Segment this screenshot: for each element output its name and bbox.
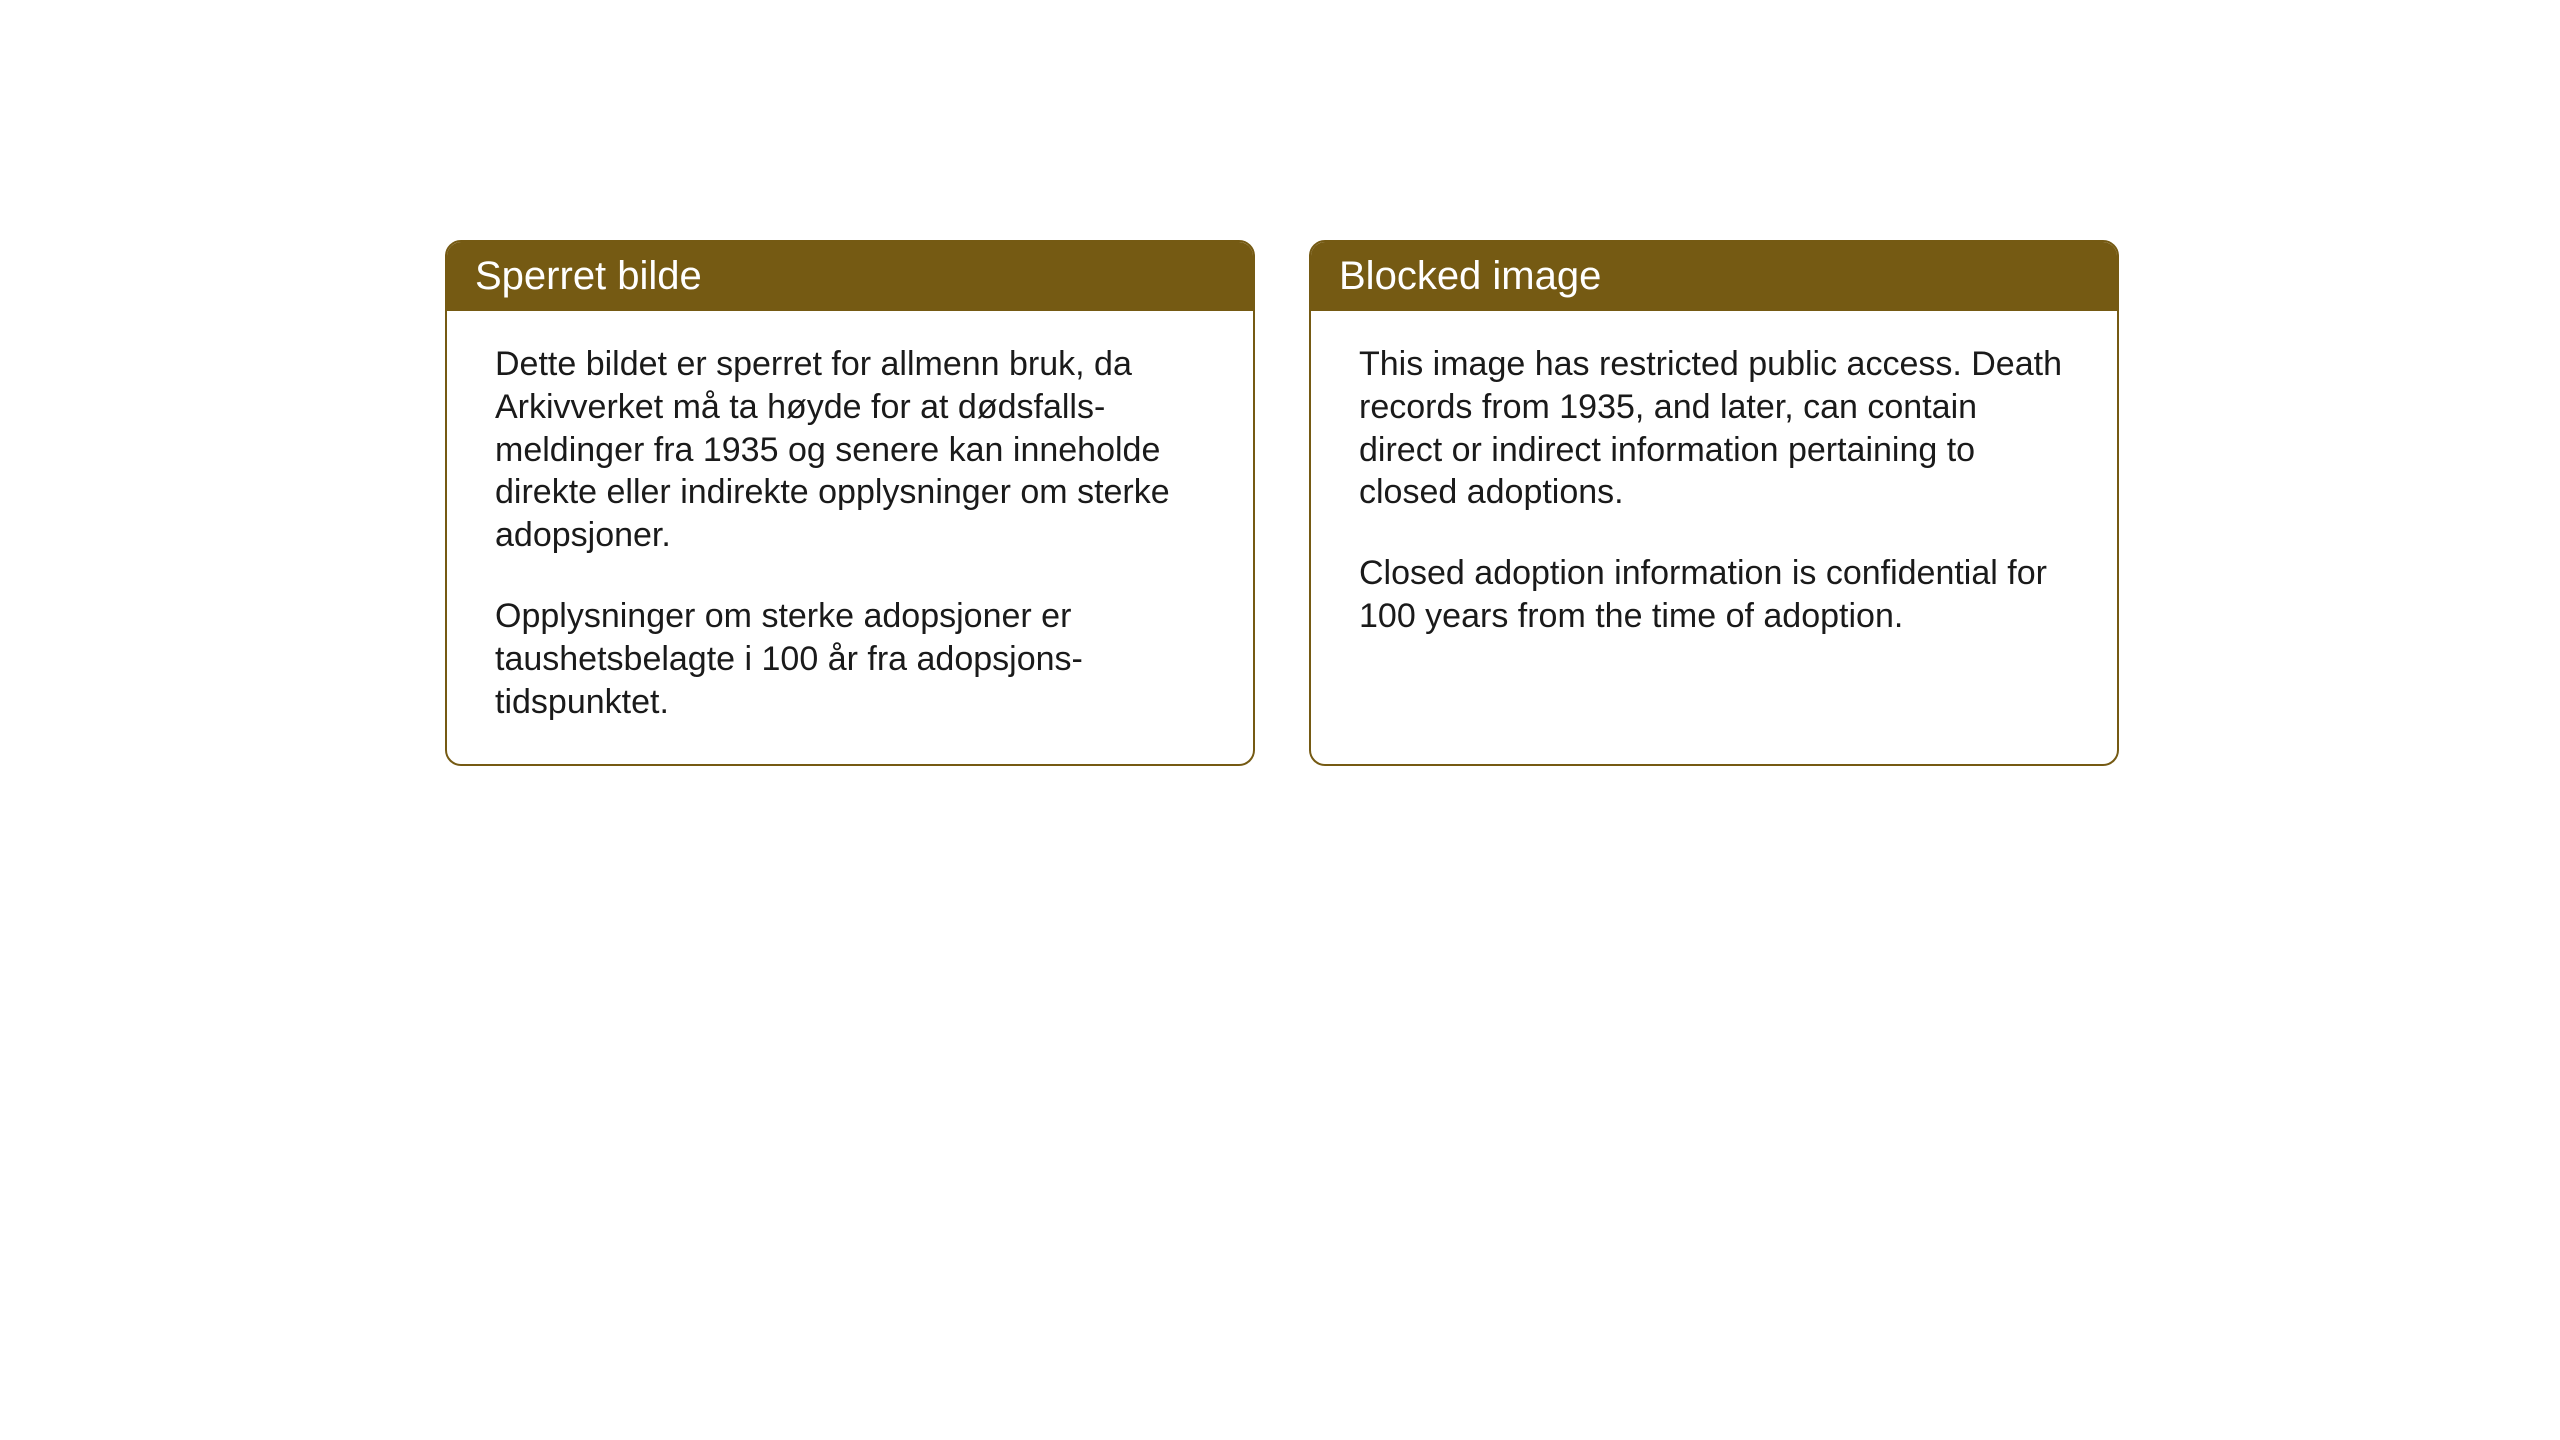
notice-card-norwegian: Sperret bilde Dette bildet er sperret fo…: [445, 240, 1255, 766]
notice-card-english: Blocked image This image has restricted …: [1309, 240, 2119, 766]
card-paragraph-2-norwegian: Opplysninger om sterke adopsjoner er tau…: [495, 595, 1205, 723]
card-body-english: This image has restricted public access.…: [1311, 311, 2117, 751]
card-title-norwegian: Sperret bilde: [475, 254, 702, 298]
card-title-english: Blocked image: [1339, 254, 1601, 298]
card-header-norwegian: Sperret bilde: [447, 242, 1253, 311]
card-body-norwegian: Dette bildet er sperret for allmenn bruk…: [447, 311, 1253, 764]
card-paragraph-1-english: This image has restricted public access.…: [1359, 343, 2069, 514]
card-paragraph-1-norwegian: Dette bildet er sperret for allmenn bruk…: [495, 343, 1205, 557]
notice-cards-container: Sperret bilde Dette bildet er sperret fo…: [445, 240, 2119, 766]
card-paragraph-2-english: Closed adoption information is confident…: [1359, 552, 2069, 638]
card-header-english: Blocked image: [1311, 242, 2117, 311]
